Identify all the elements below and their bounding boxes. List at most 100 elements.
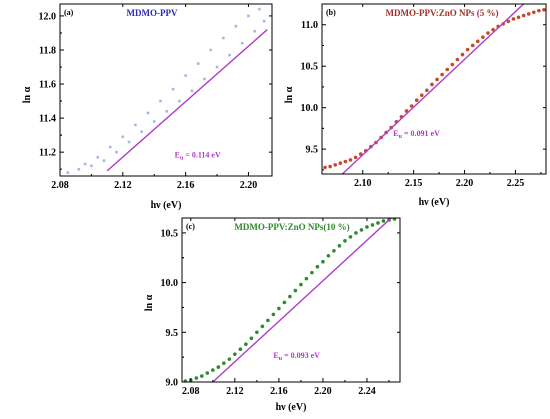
data-point [521, 13, 526, 18]
data-point [404, 109, 409, 113]
annotation-value: = 0.114 eV [183, 150, 221, 159]
annotation-subscript: u [399, 134, 403, 140]
chart-title: MDMO-PPV:ZnO NPs (5 %) [386, 8, 499, 18]
x-axis-label: hν (eV) [419, 197, 450, 208]
annotation-symbol: E [273, 351, 278, 360]
data-point [348, 158, 353, 162]
data-point [358, 152, 363, 156]
data-point [475, 39, 480, 44]
data-point [337, 244, 342, 248]
plot-frame [321, 3, 547, 175]
y-tick-label: 11.2 [39, 148, 56, 159]
fit-line [212, 218, 392, 382]
data-point [353, 155, 358, 160]
data-point [326, 253, 331, 258]
data-point [240, 41, 244, 45]
data-point [215, 65, 219, 69]
x-tick-label: 2.15 [405, 178, 423, 189]
data-point [266, 318, 270, 323]
x-tick-label: 2.24 [358, 386, 376, 397]
data-point [194, 376, 199, 380]
y-axis-label: ln α [284, 86, 295, 103]
data-point [152, 120, 156, 123]
data-point [376, 221, 380, 225]
data-point [419, 93, 424, 98]
data-point [531, 10, 536, 15]
x-tick-label: 2.25 [507, 178, 525, 189]
data-point [96, 155, 99, 159]
data-point [455, 57, 460, 62]
data-point [277, 306, 281, 311]
data-point [333, 163, 338, 167]
data-point [165, 109, 169, 113]
data-point [108, 145, 112, 149]
y-tick-label: 11.4 [39, 114, 56, 125]
data-point [146, 111, 150, 115]
x-tick-label: 2.16 [270, 386, 288, 397]
y-tick-label: 9.5 [306, 145, 319, 156]
annotation-symbol: E [175, 150, 180, 159]
data-point [127, 140, 131, 144]
x-tick-label: 2.12 [226, 386, 244, 397]
annotation-subscript: u [180, 155, 184, 161]
data-point [244, 342, 248, 347]
data-point [338, 161, 343, 166]
data-point [425, 88, 429, 93]
chart-title: MDMO-PPV [127, 8, 178, 18]
panel-c: 2.08 2.12 2.16 2.20 2.24 9.0 9.5 10.0 10.5 hν (eV… [144, 217, 401, 413]
data-point [238, 347, 243, 352]
data-point [184, 74, 187, 77]
data-point [234, 24, 238, 28]
plot-frame [59, 3, 273, 177]
data-point [178, 99, 181, 103]
data-point [228, 53, 231, 57]
annotation-symbol: E [393, 129, 398, 138]
data-point [537, 8, 541, 13]
plot-frame [181, 217, 401, 383]
data-point [450, 62, 455, 67]
urbach-energy-annotation: Eu = 0.091 eV [393, 129, 440, 140]
x-axis-label: hν (eV) [276, 402, 307, 413]
plot-area [323, 4, 546, 174]
data-point [77, 167, 81, 171]
x-tick-label: 2.20 [314, 386, 332, 397]
data-point [102, 159, 106, 162]
data-point [262, 19, 266, 23]
data-point [249, 336, 254, 341]
data-point [196, 62, 200, 65]
fit-line [106, 29, 268, 172]
annotation-value: = 0.093 eV [282, 351, 320, 360]
urbach-energy-annotation: Eu = 0.114 eV [175, 150, 221, 161]
data-point [343, 239, 347, 243]
data-point [222, 361, 226, 365]
data-point [216, 365, 221, 369]
data-point [445, 67, 450, 72]
data-point [304, 276, 309, 281]
data-point [255, 330, 259, 335]
data-point [253, 29, 257, 33]
data-point [526, 12, 531, 16]
data-point [222, 36, 225, 40]
data-point [365, 225, 369, 229]
data-point [354, 231, 358, 235]
panel-a: 2.08 2.12 2.16 2.20 11.2 11.4 11.6 11.8 12.0 hν (… [22, 3, 273, 211]
data-point [211, 368, 215, 372]
data-point [288, 294, 292, 299]
y-tick-label: 11.0 [301, 20, 318, 31]
x-tick-label: 2.12 [114, 180, 132, 191]
data-point [392, 218, 397, 221]
y-tick-label: 11.6 [39, 80, 56, 91]
data-point [134, 123, 137, 127]
data-point [315, 264, 320, 269]
panel-b: 2.10 2.15 2.20 2.25 9.5 10.0 10.5 11.0 hν (eV) ln… [284, 3, 547, 208]
data-point [348, 235, 353, 239]
data-point [491, 27, 495, 32]
urbach-energy-annotation: Eu = 0.093 eV [273, 351, 320, 362]
y-tick-label: 10.0 [301, 103, 319, 114]
data-point [381, 219, 386, 223]
x-tick-label: 2.20 [456, 178, 474, 189]
data-point [516, 15, 521, 20]
panel-label: (a) [64, 8, 74, 17]
annotation-value: = 0.091 eV [402, 129, 440, 138]
